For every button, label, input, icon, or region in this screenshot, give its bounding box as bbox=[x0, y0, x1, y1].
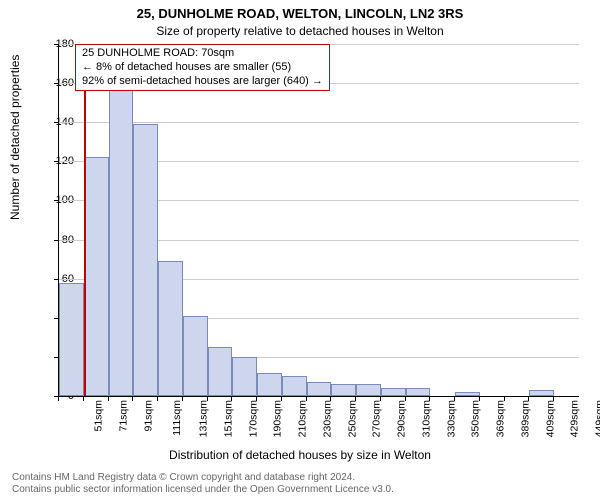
xtick-label: 170sqm bbox=[247, 400, 259, 437]
xtick-label: 151sqm bbox=[222, 400, 234, 437]
xtick-label: 91sqm bbox=[142, 400, 154, 432]
bar bbox=[307, 382, 332, 396]
attribution-text: Contains HM Land Registry data © Crown c… bbox=[12, 472, 394, 496]
xtick-label: 270sqm bbox=[371, 400, 383, 437]
xtick-label: 449sqm bbox=[594, 400, 600, 437]
xtick-mark bbox=[405, 396, 406, 401]
xtick-label: 290sqm bbox=[396, 400, 408, 437]
xtick-mark bbox=[479, 396, 480, 401]
xtick-mark bbox=[429, 396, 430, 401]
xtick-label: 409sqm bbox=[544, 400, 556, 437]
xtick-label: 369sqm bbox=[495, 400, 507, 437]
bar bbox=[208, 347, 233, 396]
xtick-label: 210sqm bbox=[296, 400, 308, 437]
bar bbox=[282, 376, 307, 396]
gridline bbox=[59, 122, 579, 123]
xtick-mark bbox=[454, 396, 455, 401]
annotation-box: 25 DUNHOLME ROAD: 70sqm ← 8% of detached… bbox=[75, 44, 330, 91]
attribution-line2: Contains public sector information licen… bbox=[12, 484, 394, 496]
xtick-mark bbox=[58, 396, 59, 401]
xtick-mark bbox=[553, 396, 554, 401]
xtick-label: 330sqm bbox=[445, 400, 457, 437]
xtick-mark bbox=[504, 396, 505, 401]
attribution-line1: Contains HM Land Registry data © Crown c… bbox=[12, 472, 394, 484]
plot-area bbox=[58, 44, 579, 397]
bar bbox=[84, 157, 109, 396]
xtick-label: 350sqm bbox=[470, 400, 482, 437]
y-axis-label: Number of detached properties bbox=[8, 55, 22, 220]
xtick-mark bbox=[256, 396, 257, 401]
bar bbox=[133, 124, 158, 396]
bar bbox=[455, 392, 480, 396]
bar bbox=[109, 87, 134, 396]
bar bbox=[381, 388, 406, 396]
bar bbox=[331, 384, 356, 396]
xtick-label: 230sqm bbox=[321, 400, 333, 437]
xtick-mark bbox=[182, 396, 183, 401]
chart-title: 25, DUNHOLME ROAD, WELTON, LINCOLN, LN2 … bbox=[0, 6, 600, 21]
xtick-label: 51sqm bbox=[93, 400, 105, 432]
xtick-mark bbox=[108, 396, 109, 401]
xtick-mark bbox=[330, 396, 331, 401]
xtick-mark bbox=[83, 396, 84, 401]
bar bbox=[158, 261, 183, 396]
xtick-mark bbox=[355, 396, 356, 401]
xtick-mark bbox=[132, 396, 133, 401]
xtick-label: 111sqm bbox=[171, 400, 183, 436]
xtick-mark bbox=[207, 396, 208, 401]
bar bbox=[356, 384, 381, 396]
bar bbox=[183, 316, 208, 396]
xtick-mark bbox=[157, 396, 158, 401]
chart-subtitle: Size of property relative to detached ho… bbox=[0, 24, 600, 38]
xtick-label: 310sqm bbox=[420, 400, 432, 437]
bar bbox=[529, 390, 554, 396]
xtick-label: 250sqm bbox=[346, 400, 358, 437]
xtick-label: 190sqm bbox=[272, 400, 284, 437]
xtick-mark bbox=[380, 396, 381, 401]
xtick-label: 429sqm bbox=[569, 400, 581, 437]
bar bbox=[257, 373, 282, 396]
xtick-mark bbox=[281, 396, 282, 401]
annotation-line2: ← 8% of detached houses are smaller (55) bbox=[82, 61, 323, 75]
xtick-mark bbox=[528, 396, 529, 401]
bar bbox=[59, 283, 84, 396]
marker-line bbox=[84, 44, 86, 396]
xtick-mark bbox=[306, 396, 307, 401]
x-axis-label: Distribution of detached houses by size … bbox=[0, 448, 600, 462]
xtick-label: 71sqm bbox=[117, 400, 129, 432]
annotation-line3: 92% of semi-detached houses are larger (… bbox=[82, 75, 323, 89]
xtick-mark bbox=[231, 396, 232, 401]
xtick-label: 389sqm bbox=[519, 400, 531, 437]
xtick-label: 131sqm bbox=[197, 400, 209, 437]
bar bbox=[232, 357, 257, 396]
bar bbox=[406, 388, 431, 396]
annotation-line1: 25 DUNHOLME ROAD: 70sqm bbox=[82, 47, 323, 61]
